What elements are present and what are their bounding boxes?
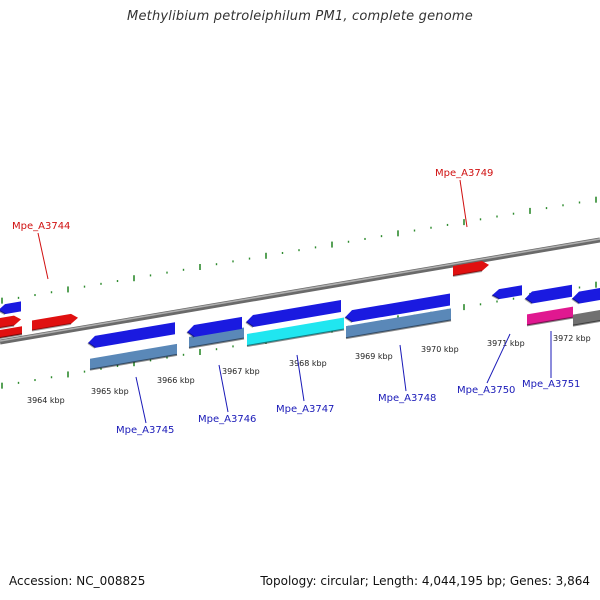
backbone-highlight <box>0 238 600 342</box>
gene-label-leader <box>399 344 407 392</box>
gene-label-leader <box>459 179 468 228</box>
scale-tick-label: 3969 kbp <box>355 352 393 361</box>
feature-bar <box>246 317 345 347</box>
gene-label[interactable]: Mpe_A3748 <box>378 393 436 404</box>
gene-label-leader <box>218 364 229 413</box>
gene-label[interactable]: Mpe_A3744 <box>12 221 70 232</box>
genome-backbone <box>0 237 600 345</box>
feature-bar <box>572 310 600 327</box>
scale-tick-label: 3966 kbp <box>157 376 195 385</box>
gene-arrow-reverse <box>344 293 450 323</box>
gene-arrow-forward <box>452 261 489 277</box>
gene-label[interactable]: Mpe_A3747 <box>276 404 334 415</box>
feature-bar <box>0 326 23 340</box>
gene-arrow-reverse <box>491 285 522 301</box>
gene-label[interactable]: Mpe_A3751 <box>522 379 580 390</box>
feature-track <box>0 306 600 371</box>
gene-arrow-reverse <box>245 300 341 328</box>
scale-tick-label: 3968 kbp <box>289 359 327 368</box>
gene-arrow-reverse <box>186 316 242 338</box>
scale-tick-label: 3967 kbp <box>222 367 260 376</box>
gene-label[interactable]: Mpe_A3750 <box>457 385 515 396</box>
gene-arrow-reverse <box>524 284 572 305</box>
gene-label-leader <box>486 333 511 384</box>
feature-bar <box>345 308 452 340</box>
gene-label-leader <box>296 354 305 402</box>
feature-bar <box>188 327 245 349</box>
backbone-line <box>0 237 600 345</box>
feature-bar <box>89 343 178 371</box>
outer-tick-track <box>1 196 597 304</box>
feature-bar <box>526 306 574 327</box>
gene-arrow-reverse <box>571 288 600 305</box>
scale-tick-label: 3965 kbp <box>91 387 129 396</box>
gene-label-leader <box>135 376 147 424</box>
accession-text: Accession: NC_008825 <box>9 574 146 588</box>
gene-label[interactable]: Mpe_A3749 <box>435 168 493 179</box>
genome-summary-text: Topology: circular; Length: 4,044,195 bp… <box>260 574 590 588</box>
gene-label[interactable]: Mpe_A3746 <box>198 414 256 425</box>
scale-tick-label: 3972 kbp <box>553 334 591 343</box>
gene-label-leader <box>37 232 49 280</box>
gene-arrow-forward <box>0 315 21 330</box>
gene-arrow-forward <box>31 313 78 332</box>
gene-arrow-reverse <box>0 301 21 316</box>
gene-arrow-reverse <box>87 322 175 349</box>
page-title: Methylibium petroleiphilum PM1, complete… <box>127 9 473 24</box>
gene-track <box>0 261 600 349</box>
label-layer: 3964 kbp 3965 kbp 3966 kbp 3967 kbp 3968 kbp… <box>12 168 591 436</box>
gene-label[interactable]: Mpe_A3745 <box>116 425 174 436</box>
scale-tick-label: 3970 kbp <box>421 345 459 354</box>
scale-tick-label: 3964 kbp <box>27 396 65 405</box>
